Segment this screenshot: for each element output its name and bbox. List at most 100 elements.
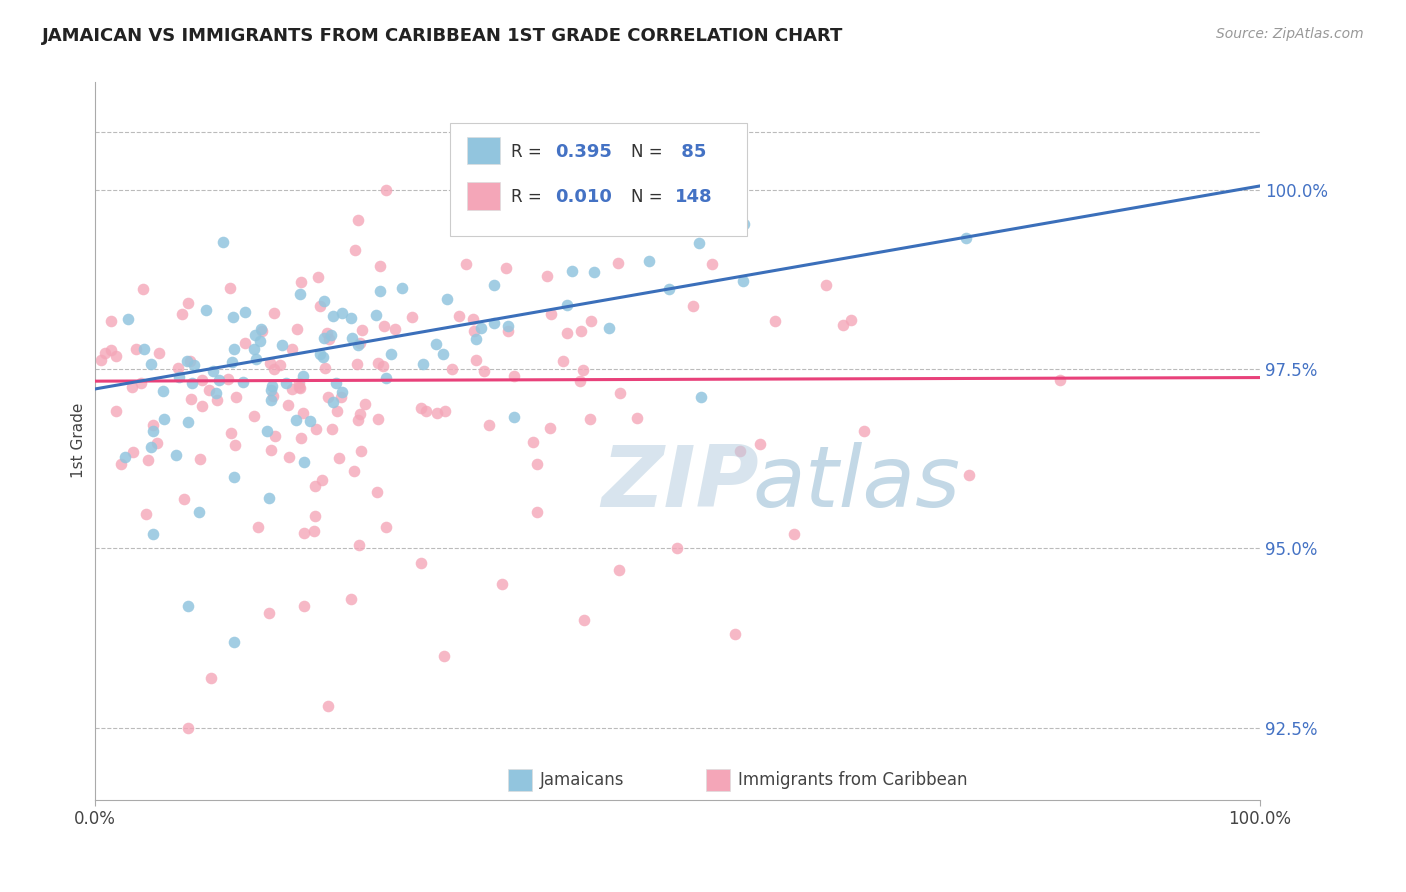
Y-axis label: 1st Grade: 1st Grade <box>72 403 86 478</box>
Point <box>426 406 449 420</box>
Point <box>569 325 592 339</box>
Point <box>250 322 273 336</box>
Point <box>731 274 754 288</box>
Point <box>350 444 373 458</box>
Point <box>167 369 190 384</box>
Text: R =: R = <box>510 143 547 161</box>
Point <box>281 383 304 397</box>
Point <box>312 293 335 308</box>
Point <box>139 440 162 454</box>
Point <box>233 304 256 318</box>
Point <box>814 278 837 293</box>
Point <box>328 450 350 465</box>
Text: Source: ZipAtlas.com: Source: ZipAtlas.com <box>1216 27 1364 41</box>
Point <box>484 316 506 330</box>
Point <box>433 648 456 663</box>
Point <box>551 354 574 368</box>
Point <box>606 256 628 270</box>
Text: JAMAICAN VS IMMIGRANTS FROM CARIBBEAN 1ST GRADE CORRELATION CHART: JAMAICAN VS IMMIGRANTS FROM CARIBBEAN 1S… <box>42 27 844 45</box>
Point <box>285 413 308 427</box>
Point <box>302 524 325 539</box>
Point <box>478 418 501 433</box>
Point <box>167 360 190 375</box>
Point <box>269 358 291 372</box>
Bar <box>467 182 501 210</box>
Point <box>124 342 146 356</box>
Point <box>666 541 689 556</box>
Point <box>373 318 395 333</box>
Point <box>366 484 388 499</box>
Point <box>104 349 127 363</box>
Point <box>292 599 315 613</box>
Point <box>259 606 281 620</box>
Point <box>148 346 170 360</box>
Point <box>763 314 786 328</box>
Point <box>212 235 235 250</box>
Point <box>100 343 122 358</box>
Point <box>434 404 457 418</box>
Point <box>368 259 391 273</box>
Point <box>330 390 353 404</box>
Point <box>165 448 187 462</box>
Point <box>347 213 370 227</box>
Point <box>250 324 273 338</box>
Point <box>409 556 432 570</box>
Point <box>304 479 326 493</box>
Point <box>340 591 363 606</box>
Point <box>728 443 751 458</box>
Point <box>367 411 389 425</box>
Point <box>172 307 194 321</box>
Point <box>831 318 853 333</box>
Point <box>409 401 432 415</box>
Point <box>465 332 488 346</box>
Point <box>955 230 977 244</box>
Point <box>305 422 328 436</box>
Point <box>852 425 875 439</box>
Point <box>177 599 200 613</box>
Point <box>260 442 283 457</box>
Point <box>536 269 558 284</box>
Point <box>322 309 344 323</box>
Point <box>134 342 156 356</box>
Point <box>288 376 311 391</box>
Point <box>384 322 406 336</box>
Point <box>90 353 112 368</box>
Point <box>540 307 562 321</box>
Point <box>207 392 229 407</box>
Point <box>260 393 283 408</box>
Point <box>343 464 366 478</box>
Point <box>132 282 155 296</box>
Point <box>496 319 519 334</box>
Point <box>263 429 285 443</box>
Point <box>114 450 136 465</box>
Point <box>380 346 402 360</box>
Point <box>373 359 395 373</box>
Point <box>502 369 524 384</box>
Point <box>472 364 495 378</box>
Point <box>496 324 519 338</box>
Point <box>224 342 246 356</box>
Text: Jamaicans: Jamaicans <box>540 772 624 789</box>
Point <box>224 634 246 648</box>
Point <box>326 403 349 417</box>
Point <box>222 310 245 325</box>
Point <box>304 509 326 524</box>
Point <box>180 392 202 406</box>
Point <box>259 383 281 397</box>
Point <box>609 386 631 401</box>
Text: 0.395: 0.395 <box>555 143 612 161</box>
Point <box>626 411 648 425</box>
Point <box>191 373 214 387</box>
Point <box>374 520 396 534</box>
Bar <box>706 770 730 791</box>
Point <box>142 418 165 433</box>
Point <box>391 281 413 295</box>
Point <box>368 285 391 299</box>
Text: atlas: atlas <box>754 442 960 525</box>
Point <box>191 399 214 413</box>
Point <box>347 413 370 427</box>
Point <box>321 421 343 435</box>
Bar <box>508 770 531 791</box>
Point <box>173 492 195 507</box>
Point <box>245 352 267 367</box>
